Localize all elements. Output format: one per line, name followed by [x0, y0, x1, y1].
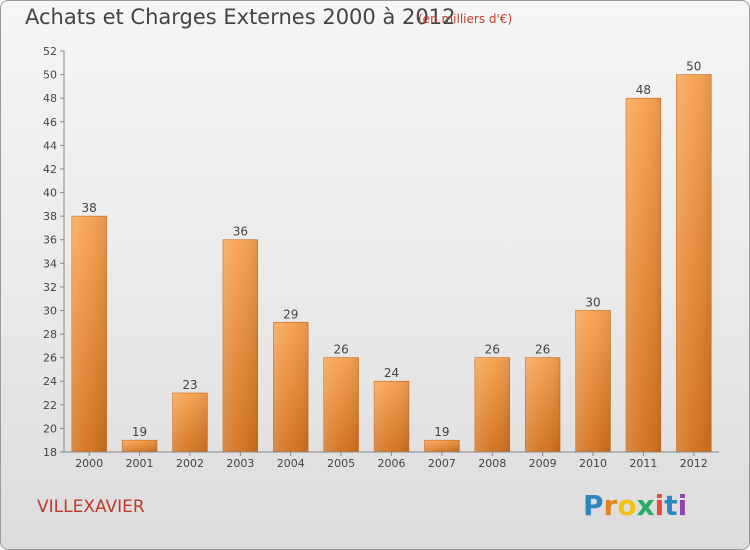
- bar-shine: [676, 74, 712, 453]
- bar-shine: [71, 216, 107, 452]
- x-tick-label: 2012: [680, 457, 708, 470]
- y-tick-label: 24: [43, 375, 57, 388]
- chart-title: Achats et Charges Externes 2000 à 2012: [25, 5, 456, 29]
- bar-value-label: 26: [333, 343, 348, 357]
- x-tick-label: 2001: [126, 457, 154, 470]
- x-tick-label: 2011: [629, 457, 657, 470]
- y-tick-label: 26: [43, 352, 57, 365]
- bar-value-label: 24: [384, 366, 399, 380]
- y-tick-label: 38: [43, 210, 57, 223]
- chart-subtitle: (en milliers d'€): [418, 12, 513, 26]
- x-tick-label: 2009: [529, 457, 557, 470]
- bar-value-label: 38: [82, 201, 97, 215]
- y-tick-label: 36: [43, 234, 57, 247]
- bars: 38 19 23 36 29 26 24 19 26 26 30 48 50: [71, 60, 712, 453]
- place-name: VILLEXAVIER: [37, 497, 145, 517]
- bar-value-label: 29: [283, 307, 298, 321]
- y-tick-label: 32: [43, 281, 57, 294]
- bar-shine: [525, 357, 561, 452]
- bar-shine: [323, 357, 359, 452]
- y-tick-label: 22: [43, 399, 57, 412]
- x-axis: 2000 2001 2002 2003 2004 2005 2006 2007 2008 2009…: [64, 451, 719, 470]
- y-tick-label: 46: [43, 116, 57, 129]
- y-tick-label: 50: [43, 69, 57, 82]
- y-axis: 18 20 22 24 26 28 30 32 34 36 38 40 42 44 46 48 50 52: [43, 45, 65, 459]
- y-tick-label: 42: [43, 163, 57, 176]
- y-tick-label: 18: [43, 446, 57, 459]
- x-tick-label: 2008: [478, 457, 506, 470]
- logo-letter: r: [603, 489, 618, 522]
- bar-value-label: 19: [132, 425, 147, 439]
- bar-shine: [222, 239, 258, 452]
- bar-shine: [122, 440, 157, 452]
- y-tick-label: 44: [43, 139, 57, 152]
- logo-letter: x: [636, 489, 655, 522]
- x-tick-label: 2010: [579, 457, 607, 470]
- bar-value-label: 48: [636, 83, 651, 97]
- bar-shine: [374, 381, 409, 452]
- y-tick-label: 30: [43, 304, 57, 317]
- x-tick-label: 2005: [327, 457, 355, 470]
- proxiti-logo: Proxiti: [583, 489, 687, 522]
- bar-shine: [474, 357, 510, 452]
- bar-value-label: 26: [485, 343, 500, 357]
- y-tick-label: 40: [43, 187, 57, 200]
- x-tick-label: 2003: [226, 457, 254, 470]
- x-tick-label: 2006: [378, 457, 406, 470]
- bar-value-label: 26: [535, 343, 550, 357]
- logo-letter: o: [617, 489, 637, 522]
- bar-value-label: 19: [434, 425, 449, 439]
- y-tick-label: 52: [43, 45, 57, 58]
- bar-value-label: 23: [182, 378, 197, 392]
- bar-value-label: 36: [233, 225, 248, 239]
- bar-value-label: 30: [585, 295, 600, 309]
- logo-letter: i: [677, 489, 688, 522]
- logo-letter: P: [583, 489, 604, 522]
- bar-shine: [172, 393, 208, 452]
- x-tick-label: 2002: [176, 457, 204, 470]
- bar-shine: [273, 322, 309, 452]
- bar-shine: [626, 98, 661, 453]
- y-tick-label: 20: [43, 422, 57, 435]
- logo-letter: t: [664, 489, 678, 522]
- x-tick-label: 2000: [75, 457, 103, 470]
- y-tick-label: 28: [43, 328, 57, 341]
- bar-shine: [575, 310, 611, 452]
- x-tick-label: 2004: [277, 457, 305, 470]
- x-tick-label: 2007: [428, 457, 456, 470]
- y-tick-label: 34: [43, 257, 57, 270]
- y-tick-label: 48: [43, 92, 57, 105]
- bar-shine: [424, 440, 460, 452]
- logo-letter: i: [654, 489, 665, 522]
- bar-value-label: 50: [686, 60, 701, 74]
